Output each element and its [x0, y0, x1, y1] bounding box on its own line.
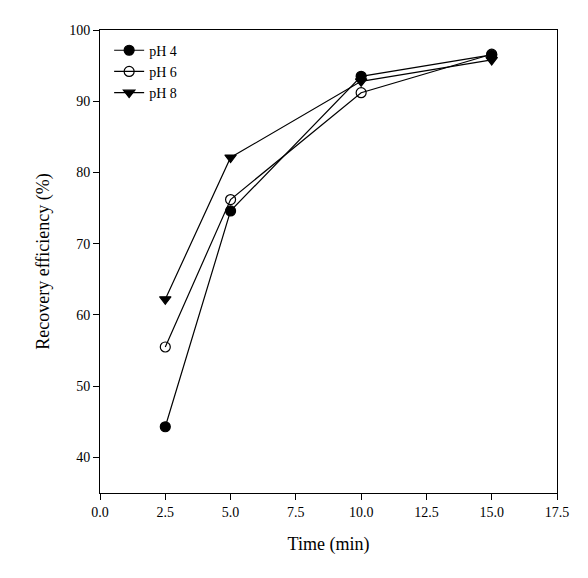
svg-text:pH 6: pH 6 [149, 65, 177, 80]
svg-text:90: 90 [76, 94, 90, 109]
svg-text:12.5: 12.5 [414, 505, 439, 520]
svg-text:Time (min): Time (min) [288, 534, 370, 555]
svg-text:60: 60 [76, 308, 90, 323]
svg-text:100: 100 [69, 23, 90, 38]
svg-text:5.0: 5.0 [222, 505, 240, 520]
svg-text:7.5: 7.5 [287, 505, 305, 520]
svg-text:2.5: 2.5 [157, 505, 175, 520]
svg-text:15.0: 15.0 [479, 505, 504, 520]
svg-text:10.0: 10.0 [349, 505, 374, 520]
svg-text:Recovery efficiency (%): Recovery efficiency (%) [33, 173, 54, 350]
svg-text:pH 8: pH 8 [149, 86, 177, 101]
svg-text:0.0: 0.0 [91, 505, 109, 520]
svg-text:70: 70 [76, 237, 90, 252]
svg-text:17.5: 17.5 [545, 505, 570, 520]
svg-text:40: 40 [76, 450, 90, 465]
svg-text:50: 50 [76, 379, 90, 394]
svg-text:80: 80 [76, 165, 90, 180]
svg-text:pH 4: pH 4 [149, 44, 177, 59]
